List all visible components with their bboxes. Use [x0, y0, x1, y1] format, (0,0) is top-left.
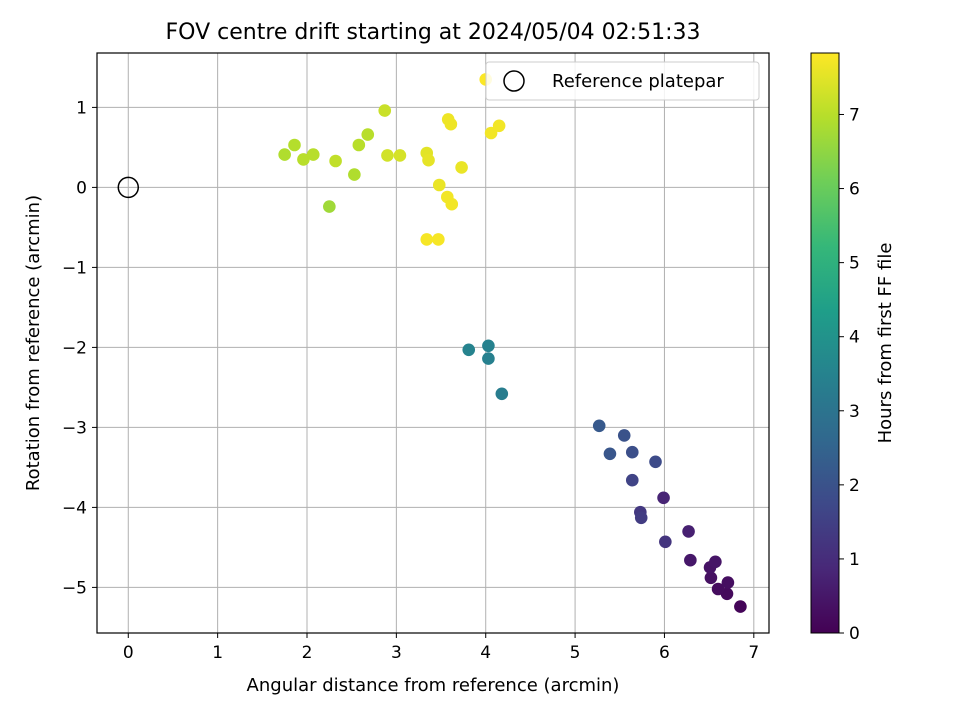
legend: Reference platepar — [485, 61, 760, 101]
data-point — [659, 535, 672, 549]
data-point — [682, 525, 695, 538]
data-point — [495, 387, 509, 401]
x-tick-label: 2 — [302, 643, 313, 663]
data-point — [432, 233, 445, 246]
data-point — [709, 555, 722, 569]
data-point — [444, 117, 458, 131]
data-point — [297, 153, 310, 166]
data-point — [462, 343, 476, 357]
data-point — [352, 138, 366, 152]
data-point — [704, 571, 718, 585]
colorbar-tick-label: 1 — [849, 550, 860, 570]
data-point — [625, 473, 639, 487]
data-point — [306, 148, 320, 161]
data-point — [278, 148, 291, 161]
data-point — [734, 600, 747, 613]
data-point — [393, 149, 407, 162]
data-point — [482, 339, 495, 353]
data-point — [329, 154, 342, 168]
data-points — [278, 73, 747, 613]
colorbar-tick-label: 3 — [849, 402, 860, 422]
data-point — [592, 419, 606, 433]
x-tick-label: 4 — [480, 643, 491, 663]
data-point — [420, 233, 434, 246]
data-point — [634, 511, 648, 525]
data-point — [625, 445, 639, 459]
data-point — [482, 352, 495, 365]
data-point — [603, 447, 617, 461]
y-tick-label: −1 — [62, 258, 87, 278]
colorbar-tick-label: 2 — [849, 476, 860, 496]
plot-frame — [96, 52, 770, 634]
legend-reference-marker — [503, 70, 525, 92]
y-tick-label: 1 — [76, 98, 87, 118]
data-point — [721, 576, 735, 589]
x-tick-label: 3 — [391, 643, 402, 663]
data-point — [323, 200, 336, 213]
colorbar-gradient — [810, 52, 840, 634]
y-tick-label: −3 — [62, 418, 87, 438]
y-axis-ticks: −5 −4 −3 −2 −1 0 1 — [62, 98, 97, 598]
colorbar-ticks: 0 1 2 3 4 5 6 7 — [839, 105, 860, 644]
data-point — [617, 429, 631, 442]
legend-box — [485, 61, 760, 101]
data-point — [381, 149, 394, 162]
data-point — [684, 553, 697, 567]
data-point — [288, 138, 301, 152]
y-tick-label: −4 — [62, 498, 87, 518]
colorbar-tick-label: 6 — [849, 180, 860, 200]
legend-entry-reference-platepar: Reference platepar — [552, 71, 724, 92]
reference-platepar-marker — [117, 176, 140, 199]
x-tick-label: 1 — [212, 643, 223, 663]
x-tick-label: 6 — [659, 643, 670, 663]
x-axis-ticks: 0 1 2 3 4 5 6 7 — [123, 633, 759, 663]
colorbar-tick-label: 7 — [849, 105, 860, 125]
data-point — [422, 153, 435, 167]
colorbar: 0 1 2 3 4 5 6 7 Hours from first FF file — [810, 52, 896, 644]
y-tick-label: −5 — [62, 578, 87, 598]
chart-title: FOV centre drift starting at 2024/05/04 … — [166, 20, 701, 45]
colorbar-tick-label: 0 — [849, 624, 860, 644]
data-point — [432, 178, 446, 192]
y-tick-label: −2 — [62, 338, 87, 358]
data-point — [492, 119, 506, 133]
data-point — [445, 197, 459, 211]
data-point — [348, 168, 361, 181]
colorbar-tick-label: 5 — [849, 254, 860, 274]
y-axis-label: Rotation from reference (arcmin) — [23, 195, 44, 491]
reference-marker-layer — [117, 176, 140, 199]
data-point — [711, 582, 725, 596]
x-tick-label: 0 — [123, 643, 134, 663]
data-point — [649, 455, 662, 469]
data-point — [455, 161, 468, 174]
data-point — [657, 491, 670, 505]
x-tick-label: 5 — [570, 643, 581, 663]
x-axis-label: Angular distance from reference (arcmin) — [247, 675, 620, 696]
colorbar-tick-label: 4 — [849, 328, 860, 348]
x-tick-label: 7 — [748, 643, 759, 663]
data-point — [378, 104, 392, 117]
data-point — [484, 126, 498, 140]
colorbar-label: Hours from first FF file — [875, 243, 896, 444]
data-point — [361, 128, 375, 141]
y-tick-label: 0 — [76, 178, 87, 198]
